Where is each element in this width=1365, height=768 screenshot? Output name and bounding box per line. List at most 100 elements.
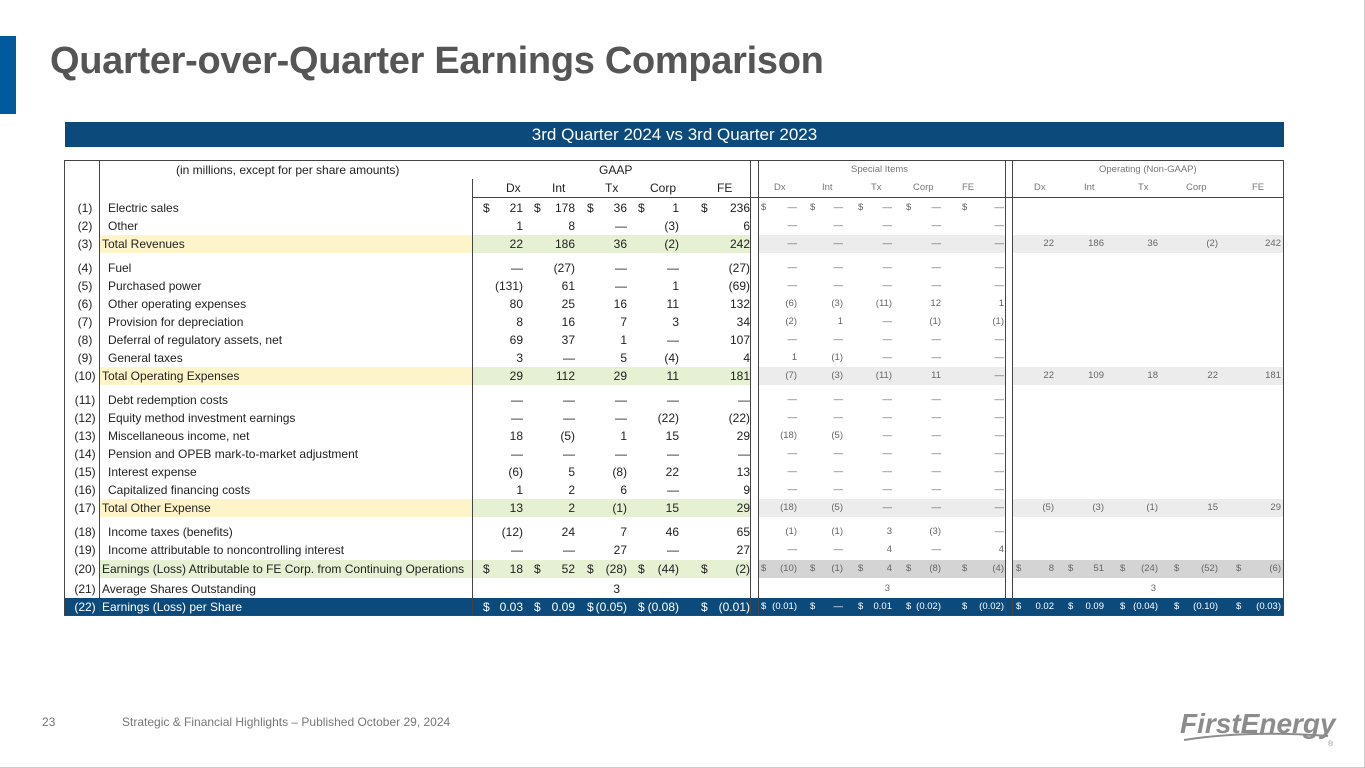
gaap-value: —: [511, 411, 523, 425]
logo-registered-mark: ®: [1328, 740, 1334, 748]
operating-value: [1108, 541, 1158, 559]
special-value: —: [882, 334, 893, 345]
operating-value: 22: [1207, 370, 1218, 381]
special-value: —: [931, 466, 942, 477]
special-value: —: [931, 238, 942, 249]
special-value: —: [787, 280, 798, 291]
gaap-dollar-sign: $: [638, 600, 645, 614]
gaap-value: 5: [620, 351, 627, 365]
special-value: (18): [780, 430, 797, 441]
row-band-eps: [64, 598, 1284, 616]
operating-value: [1168, 523, 1218, 541]
operating-value: [1054, 445, 1104, 463]
operating-col-dx: Dx: [1034, 182, 1046, 193]
operating-value: [1108, 199, 1158, 217]
operating-value: (0.03): [1256, 601, 1281, 612]
operating-value: [1231, 409, 1281, 427]
row-number: (6): [77, 297, 93, 311]
special-value: —: [931, 502, 942, 513]
special-value: —: [994, 220, 1005, 231]
table-row: (12) Equity method investment earnings — — —…: [64, 409, 1284, 427]
gaap-dollar-sign: $: [587, 562, 594, 576]
special-value: 12: [930, 298, 941, 309]
operating-value: [1054, 331, 1104, 349]
gaap-value: —: [615, 261, 627, 275]
operating-value: [1108, 277, 1158, 295]
operating-value: [1054, 199, 1104, 217]
gaap-value: (6): [508, 465, 523, 479]
special-value: —: [994, 352, 1005, 363]
special-col-dx: Dx: [774, 182, 786, 193]
gaap-dollar-sign: $: [483, 562, 490, 576]
special-dollar-sign: $: [810, 601, 816, 612]
special-value: (1): [929, 316, 941, 327]
operating-value: [1231, 427, 1281, 445]
special-value: —: [994, 484, 1005, 495]
operating-value: [1168, 463, 1218, 481]
operating-value: 8: [1048, 563, 1054, 574]
special-value: (1): [831, 526, 843, 537]
row-label: Earnings (Loss) Attributable to FE Corp.…: [102, 562, 465, 576]
operating-value: [1054, 391, 1104, 409]
operating-value: [1108, 445, 1158, 463]
operating-value: [1168, 391, 1218, 409]
table-row: (19) Income attributable to noncontrollin…: [64, 541, 1284, 559]
operating-value: [1108, 427, 1158, 445]
operating-value: [1108, 523, 1158, 541]
operating-left-border: [1012, 160, 1013, 616]
table-row: (9) General taxes 3 — 5 (4) 4 1 (1) — — —: [64, 349, 1284, 367]
special-dollar-sign: $: [962, 202, 968, 213]
header-group-row: (in millions, except for per share amoun…: [64, 161, 1284, 179]
row-band-special: [758, 560, 1006, 578]
operating-value: [1231, 199, 1281, 217]
special-value: —: [931, 334, 942, 345]
special-value: —: [994, 238, 1005, 249]
gaap-value: —: [563, 351, 575, 365]
row-label: Debt redemption costs: [108, 393, 229, 407]
operating-value: [1054, 409, 1104, 427]
gaap-value: —: [738, 393, 750, 407]
gaap-value: (27): [553, 261, 575, 275]
gaap-dollar-sign: $: [701, 562, 708, 576]
gaap-dollar-sign: $: [701, 600, 708, 614]
gaap-value: —: [667, 261, 679, 275]
special-value: —: [882, 484, 893, 495]
table-row: (13) Miscellaneous income, net 18 (5) 1 15 29 (…: [64, 427, 1284, 445]
label-column-divider: [99, 160, 100, 616]
gaap-dollar-sign: $: [701, 201, 708, 215]
row-label: Interest expense: [108, 465, 197, 479]
special-value: —: [787, 412, 798, 423]
operating-value: 36: [1147, 238, 1158, 249]
special-dollar-sign: $: [858, 202, 864, 213]
table-row: (1) Electric sales $21 $178 $36 $1 $236 $ — $ — $ — $…: [64, 199, 1284, 217]
operating-value: (5): [1042, 502, 1054, 513]
special-value: 0.01: [873, 601, 893, 612]
gaap-value: 4: [743, 351, 750, 365]
row-number: (12): [74, 411, 96, 425]
operating-value: [1168, 217, 1218, 235]
row-label: Average Shares Outstanding: [102, 582, 256, 596]
special-dollar-sign: $: [858, 601, 864, 612]
operating-value: [1054, 463, 1104, 481]
gaap-value: —: [667, 393, 679, 407]
gaap-value: 0.09: [551, 600, 575, 614]
operating-value: (52): [1201, 563, 1218, 574]
operating-col-corp: Corp: [1186, 182, 1207, 193]
operating-value: 186: [1088, 238, 1104, 249]
operating-dollar-sign: $: [1174, 601, 1180, 612]
row-label: Equity method investment earnings: [108, 411, 296, 425]
gaap-value: —: [667, 483, 679, 497]
row-number: (13): [74, 429, 96, 443]
table-caption: (in millions, except for per share amoun…: [176, 163, 400, 177]
gaap-value: 29: [736, 429, 750, 443]
gaap-value: —: [615, 219, 627, 233]
operating-value: [1054, 313, 1104, 331]
special-value: (3): [831, 370, 843, 381]
gaap-value: —: [563, 543, 575, 557]
gaap-value: 22: [665, 465, 679, 479]
table-row: (14) Pension and OPEB mark-to-market adju…: [64, 445, 1284, 463]
operating-dollar-sign: $: [1016, 563, 1022, 574]
gaap-value: (2): [735, 562, 750, 576]
operating-value: [1108, 409, 1158, 427]
gaap-value: —: [511, 447, 523, 461]
